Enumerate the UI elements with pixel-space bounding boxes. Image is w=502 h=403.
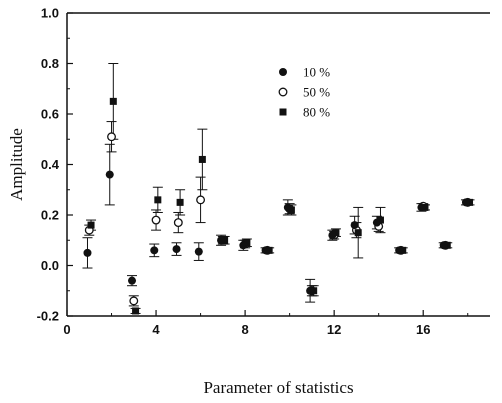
data-point (439, 241, 448, 250)
y-tick-label: 0.4 (41, 157, 60, 172)
y-tick-label: -0.2 (37, 309, 59, 324)
legend-label: 10 % (303, 65, 330, 80)
legend-marker (279, 68, 287, 76)
legend-marker (279, 108, 287, 116)
data-point (176, 198, 184, 206)
legend-label: 80 % (303, 105, 330, 120)
data-point (83, 248, 92, 257)
y-tick-label: 0.0 (41, 258, 59, 273)
data-point (198, 155, 206, 163)
data-point (306, 286, 315, 295)
data-point (196, 195, 206, 205)
data-point (128, 276, 137, 285)
data-point (372, 218, 381, 227)
data-point (172, 245, 181, 254)
axes: -0.2 0.0 0.2 0.4 0.6 0.8 1.0 0 4 8 12 16 (37, 6, 490, 337)
data-point (461, 198, 470, 207)
legend: 10 % 50 % 80 % (278, 65, 330, 120)
data-point (129, 296, 139, 306)
data-point (151, 215, 161, 225)
data-point (173, 218, 183, 228)
x-tick-label: 12 (327, 322, 341, 337)
y-tick-label: 0.2 (41, 208, 59, 223)
x-tick-label: 4 (152, 322, 160, 337)
data-point (217, 236, 226, 245)
data-point (239, 241, 248, 250)
error-bars (82, 63, 475, 314)
data-point (395, 246, 404, 255)
data-point (261, 246, 270, 255)
y-tick-label: 1.0 (41, 6, 59, 21)
data-point (105, 170, 114, 179)
data-point (87, 221, 95, 229)
data-point (150, 246, 159, 255)
data-point (132, 307, 140, 315)
x-tick-label: 16 (416, 322, 430, 337)
legend-label: 50 % (303, 85, 330, 100)
data-point (194, 247, 203, 256)
data-point (283, 203, 292, 212)
data-point (332, 229, 340, 237)
data-point (354, 229, 362, 237)
data-point (107, 132, 116, 142)
data-point (417, 203, 426, 212)
y-tick-label: 0.6 (41, 107, 59, 122)
data-points (83, 97, 474, 315)
y-tick-label: 0.8 (41, 56, 59, 71)
x-tick-label: 0 (63, 322, 70, 337)
data-point (243, 239, 251, 247)
data-point (109, 97, 117, 105)
data-point (287, 206, 295, 214)
x-tick-label: 8 (241, 322, 248, 337)
data-point (376, 216, 384, 224)
data-point (328, 231, 337, 240)
data-point (154, 196, 162, 204)
y-axis-title: Amplitude (7, 128, 26, 201)
x-axis-title: Parameter of statistics (203, 378, 353, 397)
data-point (350, 221, 359, 230)
legend-marker (278, 87, 288, 97)
